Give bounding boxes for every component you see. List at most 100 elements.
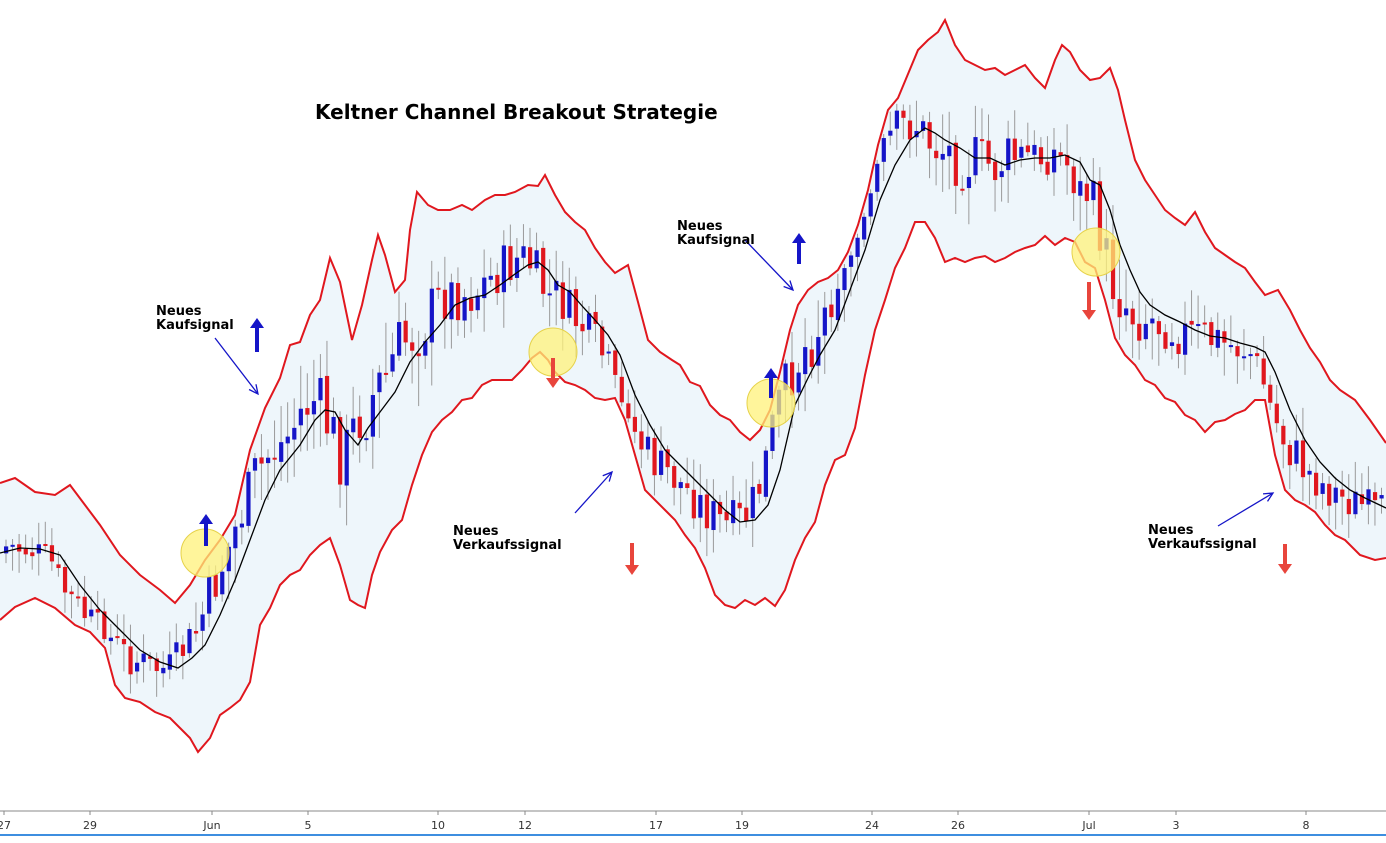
candle-body-57 xyxy=(377,372,382,393)
candle-body-204 xyxy=(1340,489,1345,497)
candle-body-102 xyxy=(672,466,677,488)
candle-body-78 xyxy=(514,257,520,278)
candle-body-3 xyxy=(23,548,28,555)
candle-body-195 xyxy=(1281,425,1286,445)
candle-body-59 xyxy=(390,354,395,372)
candle-body-0 xyxy=(4,546,9,554)
pointer-sell-2-head xyxy=(1262,492,1275,502)
candle-body-145 xyxy=(953,142,958,186)
annotation-sell-2: Neues Verkaufssignal xyxy=(1148,524,1257,552)
x-tick-label-5: 12 xyxy=(518,819,532,832)
candle-body-88 xyxy=(580,323,585,332)
candle-body-52 xyxy=(344,429,349,486)
candle-body-109 xyxy=(717,501,723,515)
candle-body-81 xyxy=(534,250,539,269)
candle-body-207 xyxy=(1359,494,1365,505)
candle-body-148 xyxy=(973,137,978,176)
candle-body-122 xyxy=(803,347,808,375)
candle-body-129 xyxy=(848,255,854,267)
annotation-buy-2-line-1: Neues xyxy=(677,219,723,234)
candle-body-107 xyxy=(704,494,710,529)
candle-body-174 xyxy=(1143,323,1148,340)
candle-body-188 xyxy=(1235,346,1240,357)
candle-body-18 xyxy=(121,638,127,645)
candle-body-50 xyxy=(331,416,336,434)
candle-body-99 xyxy=(652,437,657,476)
candle-body-163 xyxy=(1071,166,1076,194)
lower-band-line xyxy=(0,221,1386,754)
candle-body-119 xyxy=(783,363,788,391)
candle-body-193 xyxy=(1268,384,1273,403)
candle-body-191 xyxy=(1255,353,1260,357)
candle-body-26 xyxy=(174,642,179,653)
annotation-buy-1: Neues Kaufsignal xyxy=(156,305,234,333)
candle-body-115 xyxy=(757,483,762,494)
pointer-buy-2-line xyxy=(744,239,794,291)
x-tick-label-9: 26 xyxy=(951,819,965,832)
candle-body-181 xyxy=(1189,320,1194,325)
candle-body-154 xyxy=(1012,138,1017,161)
pointer-sell-1-line xyxy=(574,471,613,514)
annotation-buy-2-line-2: Kaufsignal xyxy=(677,233,755,248)
candle-body-72 xyxy=(475,295,480,311)
candle-body-110 xyxy=(724,511,729,521)
candle-body-111 xyxy=(731,500,736,524)
candle-body-184 xyxy=(1209,322,1214,346)
candle-body-39 xyxy=(259,457,264,464)
candle-body-97 xyxy=(639,431,644,450)
candle-body-108 xyxy=(711,501,716,531)
x-tick-label-1: 29 xyxy=(83,819,97,832)
candle-body-198 xyxy=(1300,440,1306,478)
candle-body-170 xyxy=(1117,299,1122,318)
middle-line xyxy=(0,127,1386,669)
candle-body-150 xyxy=(986,140,991,164)
channel-lines-layer xyxy=(0,17,1386,754)
candle-body-21 xyxy=(141,653,146,663)
candle-body-98 xyxy=(645,436,651,450)
candle-body-117 xyxy=(770,414,775,451)
annotation-buy-1-line-2: Kaufsignal xyxy=(156,318,234,333)
candle-body-185 xyxy=(1215,329,1220,348)
upper-band-line xyxy=(0,17,1386,605)
candle-body-209 xyxy=(1372,492,1378,501)
candle-body-140 xyxy=(921,121,926,131)
candle-body-66 xyxy=(436,287,441,290)
candle-body-133 xyxy=(875,163,880,192)
candle-body-42 xyxy=(279,442,284,462)
signal-highlight-circle-3 xyxy=(1071,227,1121,277)
candle-body-29 xyxy=(193,630,199,634)
candle-body-151 xyxy=(993,161,998,181)
candle-body-91 xyxy=(600,326,605,356)
candle-body-67 xyxy=(442,289,448,319)
candle-body-206 xyxy=(1353,491,1358,515)
candle-body-86 xyxy=(567,289,572,318)
pointer-sell-2-line xyxy=(1217,492,1274,527)
candle-body-10 xyxy=(69,591,74,595)
candle-body-68 xyxy=(449,282,454,320)
candle-body-104 xyxy=(685,483,690,489)
candle-body-56 xyxy=(370,395,375,437)
candle-body-32 xyxy=(213,574,218,597)
candle-body-160 xyxy=(1052,149,1057,173)
candle-body-142 xyxy=(934,150,939,159)
candle-body-37 xyxy=(246,471,251,526)
candle-body-128 xyxy=(842,268,847,291)
candle-body-22 xyxy=(148,656,153,659)
candle-body-85 xyxy=(560,282,565,319)
candle-body-9 xyxy=(62,566,68,593)
pointer-buy-1-line xyxy=(214,337,259,395)
candle-body-70 xyxy=(462,297,467,321)
candle-body-40 xyxy=(266,457,271,464)
candle-body-155 xyxy=(1019,146,1024,158)
candle-body-164 xyxy=(1078,181,1083,196)
annotation-sell-1-line-1: Neues xyxy=(453,524,499,539)
candle-body-8 xyxy=(56,564,61,569)
x-tick-label-6: 17 xyxy=(649,819,663,832)
candle-body-7 xyxy=(49,545,55,562)
candle-body-90 xyxy=(593,311,598,324)
candle-body-58 xyxy=(383,372,389,375)
candle-body-194 xyxy=(1274,403,1279,424)
candle-body-203 xyxy=(1333,487,1338,503)
